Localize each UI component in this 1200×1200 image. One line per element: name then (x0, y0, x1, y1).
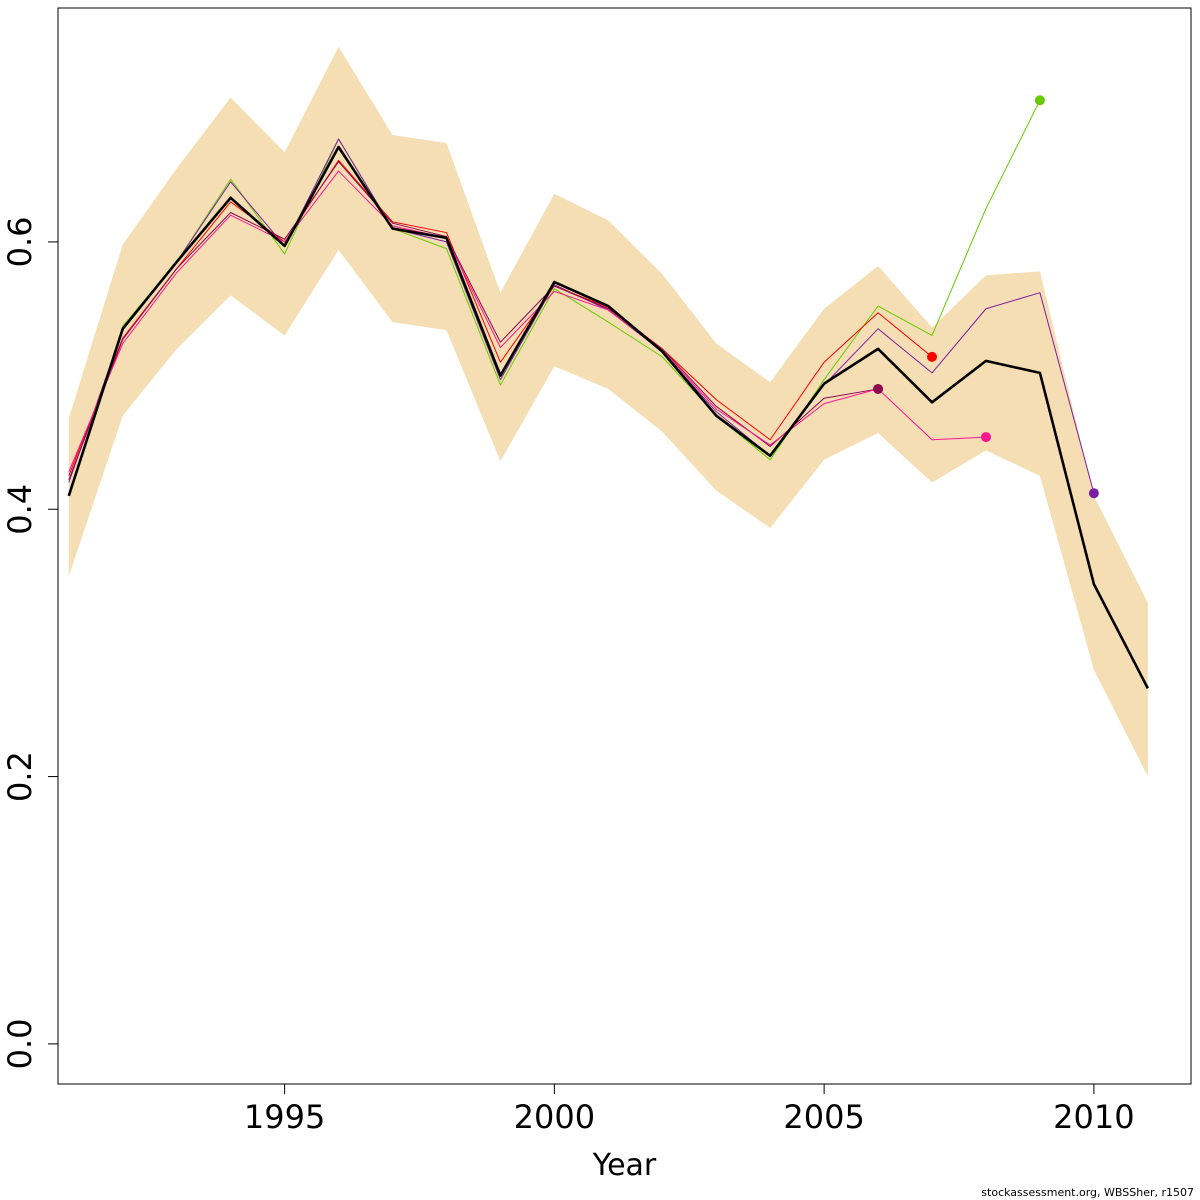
x-tick-label: 1995 (244, 1098, 325, 1136)
confidence-band (68, 46, 1148, 777)
y-tick-label: 0.6 (1, 216, 39, 267)
x-tick-label: 2005 (783, 1098, 864, 1136)
marker-layer (873, 95, 1099, 499)
series-line-main (67, 145, 1149, 689)
x-tick-label: 2010 (1053, 1098, 1134, 1136)
series-line-3 (68, 161, 879, 481)
x-tick-label: 2000 (514, 1098, 595, 1136)
footnote: stockassessment.org, WBSSher, r1507 (981, 1186, 1194, 1199)
y-axis: 0.0 0.2 0.4 0.6 (1, 216, 58, 1069)
series-end-marker-2 (927, 351, 938, 362)
series-line-2 (68, 159, 933, 477)
y-tick-label: 0.2 (1, 751, 39, 802)
x-axis-title: Year (592, 1148, 657, 1183)
confidence-band-layer (68, 46, 1148, 777)
y-tick-label: 0.0 (1, 1018, 39, 1069)
series-line-0 (68, 100, 1041, 497)
y-tick-label: 0.4 (1, 484, 39, 535)
series-end-marker-4 (980, 432, 991, 443)
series-end-marker-1 (1088, 488, 1099, 499)
series-line-4 (68, 170, 987, 473)
series-end-marker-0 (1034, 95, 1045, 106)
series-layer (67, 100, 1149, 689)
plot-frame (57, 7, 1192, 1085)
series-end-marker-3 (873, 383, 884, 394)
x-axis: 1995 2000 2005 2010 (244, 1084, 1135, 1136)
